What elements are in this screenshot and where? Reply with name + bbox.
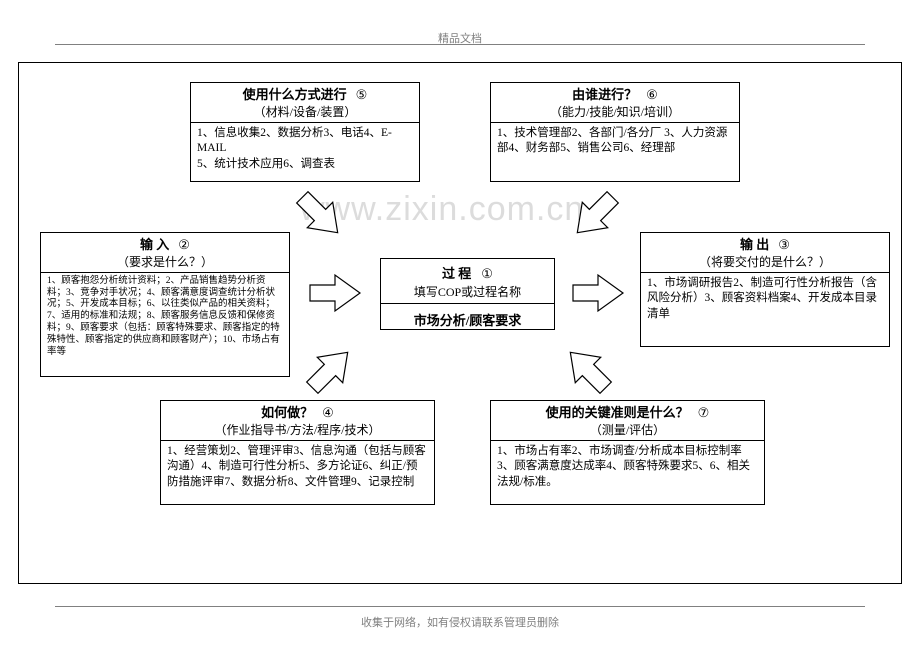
box-criteria-title: 使用的关键准则是什么？ [546,405,689,420]
box-method: 使用什么方式进行 ⑤ （材料/设备/装置） 1、信息收集2、数据分析3、电话4、… [190,82,420,182]
box-output-title: 输 出 [740,237,769,252]
page-footer: 收集于网络，如有侵权请联系管理员删除 [0,614,920,630]
box-how: 如何做？ ④ （作业指导书/方法/程序/技术） 1、经营策划2、管理评审3、信息… [160,400,435,505]
box-how-sub: （作业指导书/方法/程序/技术） [214,423,380,437]
box-how-num: ④ [322,405,334,420]
box-input-title: 输 入 [140,237,169,252]
box-input-num: ② [178,237,190,252]
box-method-title: 使用什么方式进行 [243,87,347,102]
box-process-main: 市场分析/顾客要求 [381,303,554,335]
box-criteria-body: 1、市场占有率2、市场调查/分析成本目标控制率3、顾客满意度达成率4、顾客特殊要… [491,441,764,495]
box-method-body: 1、信息收集2、数据分析3、电话4、E-MAIL5、统计技术应用6、调查表 [191,123,419,177]
box-criteria-num: ⑦ [698,405,710,420]
box-output: 输 出 ③ （将要交付的是什么？） 1、市场调研报告2、制造可行性分析报告（含风… [640,232,890,347]
box-process-num: ① [481,266,493,281]
box-process-sub: 填写COP或过程名称 [414,285,521,299]
box-process-title: 过 程 [442,266,471,281]
box-criteria-sub: （测量/评估） [590,423,665,437]
box-method-sub: （材料/设备/装置） [254,105,357,119]
box-who: 由谁进行？ ⑥ （能力/技能/知识/培训） 1、技术管理部2、各部门/各分厂 3… [490,82,740,182]
box-who-title: 由谁进行？ [572,87,637,102]
box-how-title: 如何做？ [261,405,313,420]
box-method-num: ⑤ [356,87,368,102]
box-who-sub: （能力/技能/知识/培训） [550,105,680,119]
box-output-body: 1、市场调研报告2、制造可行性分析报告（含风险分析）3、顾客资料档案4、开发成本… [641,273,889,327]
footer-rule [55,606,865,607]
box-input: 输 入 ② （要求是什么？） 1、顾客抱怨分析统计资料；2、产品销售趋势分析资料… [40,232,290,377]
box-input-body: 1、顾客抱怨分析统计资料；2、产品销售趋势分析资料；3、竞争对手状况；4、顾客满… [41,273,289,363]
box-how-body: 1、经营策划2、管理评审3、信息沟通（包括与顾客沟通）4、制造可行性分析5、多方… [161,441,434,495]
box-criteria: 使用的关键准则是什么？ ⑦ （测量/评估） 1、市场占有率2、市场调查/分析成本… [490,400,765,505]
box-who-num: ⑥ [646,87,658,102]
box-who-body: 1、技术管理部2、各部门/各分厂 3、人力资源部4、财务部5、销售公司6、经理部 [491,123,739,161]
header-rule [55,44,865,45]
box-output-num: ③ [778,237,790,252]
box-process: 过 程 ① 填写COP或过程名称 市场分析/顾客要求 [380,258,555,330]
box-output-sub: （将要交付的是什么？） [699,255,831,269]
box-input-sub: （要求是什么？） [117,255,213,269]
